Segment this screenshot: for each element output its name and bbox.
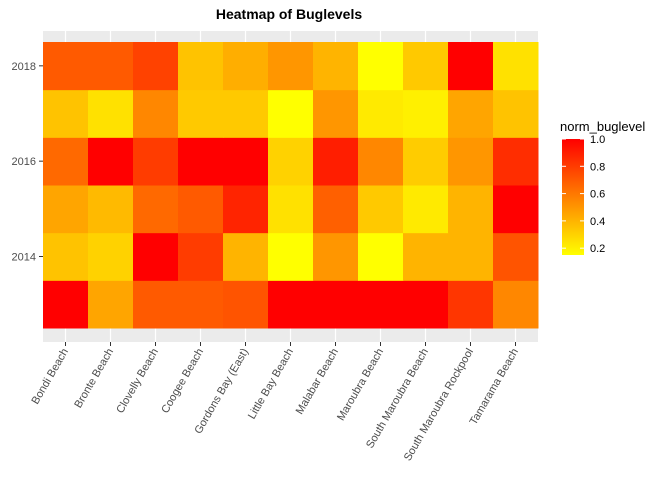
legend-colorbar (562, 139, 584, 255)
heatmap-tile (358, 232, 404, 281)
heatmap-tile (313, 42, 359, 91)
heatmap-tile (268, 185, 314, 234)
heatmap-tile (223, 232, 269, 281)
legend-tick-label: 0.6 (590, 189, 605, 201)
heatmap-tile (133, 185, 179, 234)
heatmap-tile (178, 137, 224, 186)
heatmap-tile (493, 89, 539, 138)
legend-tick-label: 1.0 (590, 134, 605, 146)
heatmap-tile (178, 185, 224, 234)
heatmap-tile (43, 280, 89, 329)
x-tick-label: Bronte Beach (72, 347, 116, 411)
heatmap-tile (493, 185, 539, 234)
heatmap-tile (358, 89, 404, 138)
heatmap-tile (178, 89, 224, 138)
heatmap-tile (43, 89, 89, 138)
x-tick-label: Tamarama Beach (468, 347, 522, 428)
heatmap-tile (178, 280, 224, 329)
heatmap-tile (403, 185, 449, 234)
heatmap-tile (448, 137, 494, 186)
legend: norm_buglevel 0.2 0.4 0.6 0.8 1.0 (560, 119, 645, 255)
heatmap-tile (313, 185, 359, 234)
heatmap-tile (493, 232, 539, 281)
heatmap-tile (358, 42, 404, 91)
heatmap-tiles (43, 42, 539, 329)
heatmap-tile (88, 137, 134, 186)
x-tick-label: Little Bay Beach (246, 347, 296, 422)
heatmap-tile (493, 280, 539, 329)
heatmap-tile (178, 42, 224, 91)
heatmap-tile (268, 232, 314, 281)
heatmap-tile (133, 232, 179, 281)
y-tick-label: 2016 (12, 156, 36, 168)
heatmap-tile (268, 280, 314, 329)
x-tick-label: Malabar Beach (294, 347, 341, 417)
y-tick-label: 2018 (12, 61, 36, 73)
heatmap-tile (223, 89, 269, 138)
heatmap-tile (223, 185, 269, 234)
heatmap-tile (358, 185, 404, 234)
heatmap-tile (448, 42, 494, 91)
heatmap-tile (493, 137, 539, 186)
heatmap-tile (403, 42, 449, 91)
heatmap-tile (178, 232, 224, 281)
heatmap-tile (133, 89, 179, 138)
heatmap-tile (133, 42, 179, 91)
heatmap-tile (88, 185, 134, 234)
heatmap-tile (313, 232, 359, 281)
heatmap-tile (448, 89, 494, 138)
heatmap-tile (358, 137, 404, 186)
heatmap-tile (358, 280, 404, 329)
heatmap-tile (88, 232, 134, 281)
heatmap-tile (43, 42, 89, 91)
heatmap-tile (268, 42, 314, 91)
heatmap-tile (43, 137, 89, 186)
chart-title: Heatmap of Buglevels (216, 6, 362, 22)
x-tick-label: Maroubra Beach (335, 347, 386, 423)
heatmap-tile (133, 280, 179, 329)
heatmap-tile (403, 232, 449, 281)
heatmap-tile (223, 280, 269, 329)
legend-tick-label: 0.4 (590, 216, 605, 228)
heatmap-tile (88, 42, 134, 91)
heatmap-tile (313, 89, 359, 138)
heatmap-tile (403, 280, 449, 329)
legend-title: norm_buglevel (560, 119, 645, 134)
legend-tick-label: 0.8 (590, 161, 605, 173)
heatmap-tile (268, 137, 314, 186)
heatmap-tile (313, 280, 359, 329)
heatmap-tile (88, 89, 134, 138)
heatmap-tile (313, 137, 359, 186)
x-tick-label: Coogee Beach (159, 347, 206, 416)
heatmap-tile (43, 232, 89, 281)
heatmap-tile (403, 89, 449, 138)
heatmap-tile (403, 137, 449, 186)
legend-tick-label: 0.2 (590, 243, 605, 255)
heatmap-tile (448, 185, 494, 234)
heatmap-tile (448, 280, 494, 329)
heatmap-tile (43, 185, 89, 234)
heatmap-tile (133, 137, 179, 186)
x-tick-label: Clovelly Beach (114, 347, 161, 416)
heatmap-tile (493, 42, 539, 91)
heatmap-tile (448, 232, 494, 281)
y-axis: 2014 2016 2018 (12, 61, 43, 264)
heatmap-tile (268, 89, 314, 138)
heatmap-tile (223, 137, 269, 186)
heatmap-tile (88, 280, 134, 329)
x-tick-label: Bondi Beach (30, 347, 72, 407)
heatmap-tile (223, 42, 269, 91)
y-tick-label: 2014 (12, 252, 36, 264)
